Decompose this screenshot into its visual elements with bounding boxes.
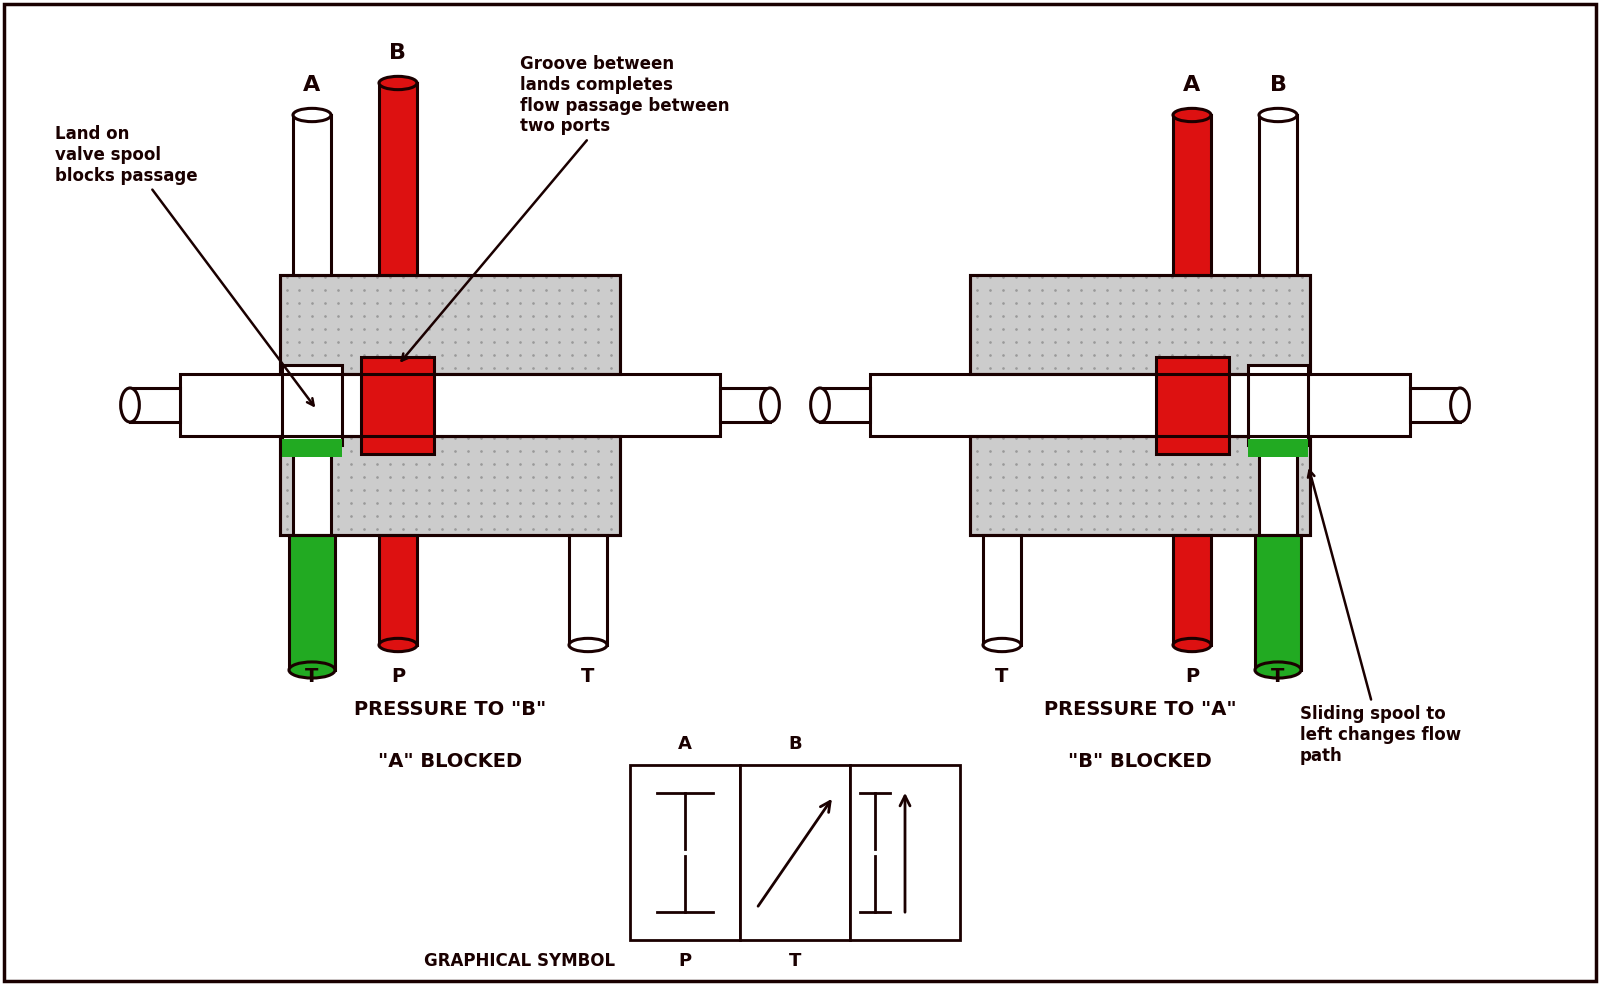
Bar: [1155, 357, 1229, 453]
Bar: [293, 115, 331, 275]
Bar: [870, 374, 1410, 436]
Bar: [1410, 388, 1461, 422]
Text: B: B: [1269, 75, 1286, 95]
Text: P: P: [1186, 667, 1198, 686]
Text: B: B: [389, 43, 406, 63]
Text: P: P: [390, 667, 405, 686]
Bar: [293, 535, 331, 645]
Ellipse shape: [293, 638, 331, 652]
Bar: [179, 374, 720, 436]
Bar: [1248, 439, 1309, 457]
Bar: [1259, 535, 1298, 645]
Text: Groove between
lands completes
flow passage between
two ports: Groove between lands completes flow pass…: [402, 55, 730, 361]
Bar: [1254, 535, 1301, 670]
Bar: [362, 357, 435, 453]
Bar: [720, 388, 770, 422]
Bar: [970, 436, 1310, 535]
Bar: [1173, 535, 1211, 645]
Text: B: B: [789, 735, 802, 753]
Ellipse shape: [982, 638, 1021, 652]
Bar: [280, 275, 621, 374]
Ellipse shape: [293, 108, 331, 122]
Bar: [821, 388, 870, 422]
Text: Sliding spool to
left changes flow
path: Sliding spool to left changes flow path: [1299, 471, 1461, 764]
Bar: [130, 388, 179, 422]
Text: PRESSURE TO "A": PRESSURE TO "A": [1043, 700, 1237, 719]
Bar: [280, 436, 621, 535]
Bar: [1248, 365, 1309, 445]
Bar: [970, 436, 1310, 535]
Bar: [290, 535, 334, 670]
Text: P: P: [678, 952, 691, 970]
Ellipse shape: [1259, 638, 1298, 652]
Bar: [293, 535, 331, 645]
Ellipse shape: [290, 662, 334, 678]
Text: PRESSURE TO "B": PRESSURE TO "B": [354, 700, 546, 719]
Ellipse shape: [1173, 108, 1211, 122]
Bar: [1259, 535, 1298, 645]
Text: GRAPHICAL SYMBOL: GRAPHICAL SYMBOL: [424, 952, 614, 970]
Bar: [280, 275, 621, 374]
Bar: [280, 436, 621, 535]
Ellipse shape: [379, 77, 418, 90]
Bar: [850, 765, 960, 940]
Bar: [630, 765, 739, 940]
Text: T: T: [306, 667, 318, 686]
Ellipse shape: [1451, 388, 1469, 422]
Text: "A" BLOCKED: "A" BLOCKED: [378, 752, 522, 771]
Ellipse shape: [293, 638, 331, 652]
Ellipse shape: [1173, 638, 1211, 652]
Ellipse shape: [120, 388, 139, 422]
Bar: [379, 83, 418, 275]
Text: T: T: [1272, 667, 1285, 686]
Bar: [982, 535, 1021, 645]
Bar: [379, 535, 418, 645]
Ellipse shape: [760, 388, 779, 422]
Ellipse shape: [1259, 638, 1298, 652]
Ellipse shape: [1254, 662, 1301, 678]
Text: T: T: [995, 667, 1008, 686]
Text: T: T: [789, 952, 802, 970]
Bar: [1259, 430, 1298, 535]
Ellipse shape: [379, 638, 418, 652]
Bar: [293, 430, 331, 535]
Text: "B" BLOCKED: "B" BLOCKED: [1069, 752, 1211, 771]
Bar: [282, 439, 342, 457]
Bar: [570, 535, 606, 645]
Bar: [739, 765, 850, 940]
Text: A: A: [304, 75, 320, 95]
Text: Land on
valve spool
blocks passage: Land on valve spool blocks passage: [54, 125, 314, 406]
Text: T: T: [581, 667, 595, 686]
Text: A: A: [1184, 75, 1200, 95]
Bar: [1259, 115, 1298, 275]
Ellipse shape: [570, 638, 606, 652]
Ellipse shape: [811, 388, 829, 422]
Ellipse shape: [1259, 108, 1298, 122]
Bar: [1173, 115, 1211, 275]
Text: A: A: [678, 735, 691, 753]
Bar: [970, 275, 1310, 374]
Bar: [970, 275, 1310, 374]
Bar: [282, 365, 342, 445]
